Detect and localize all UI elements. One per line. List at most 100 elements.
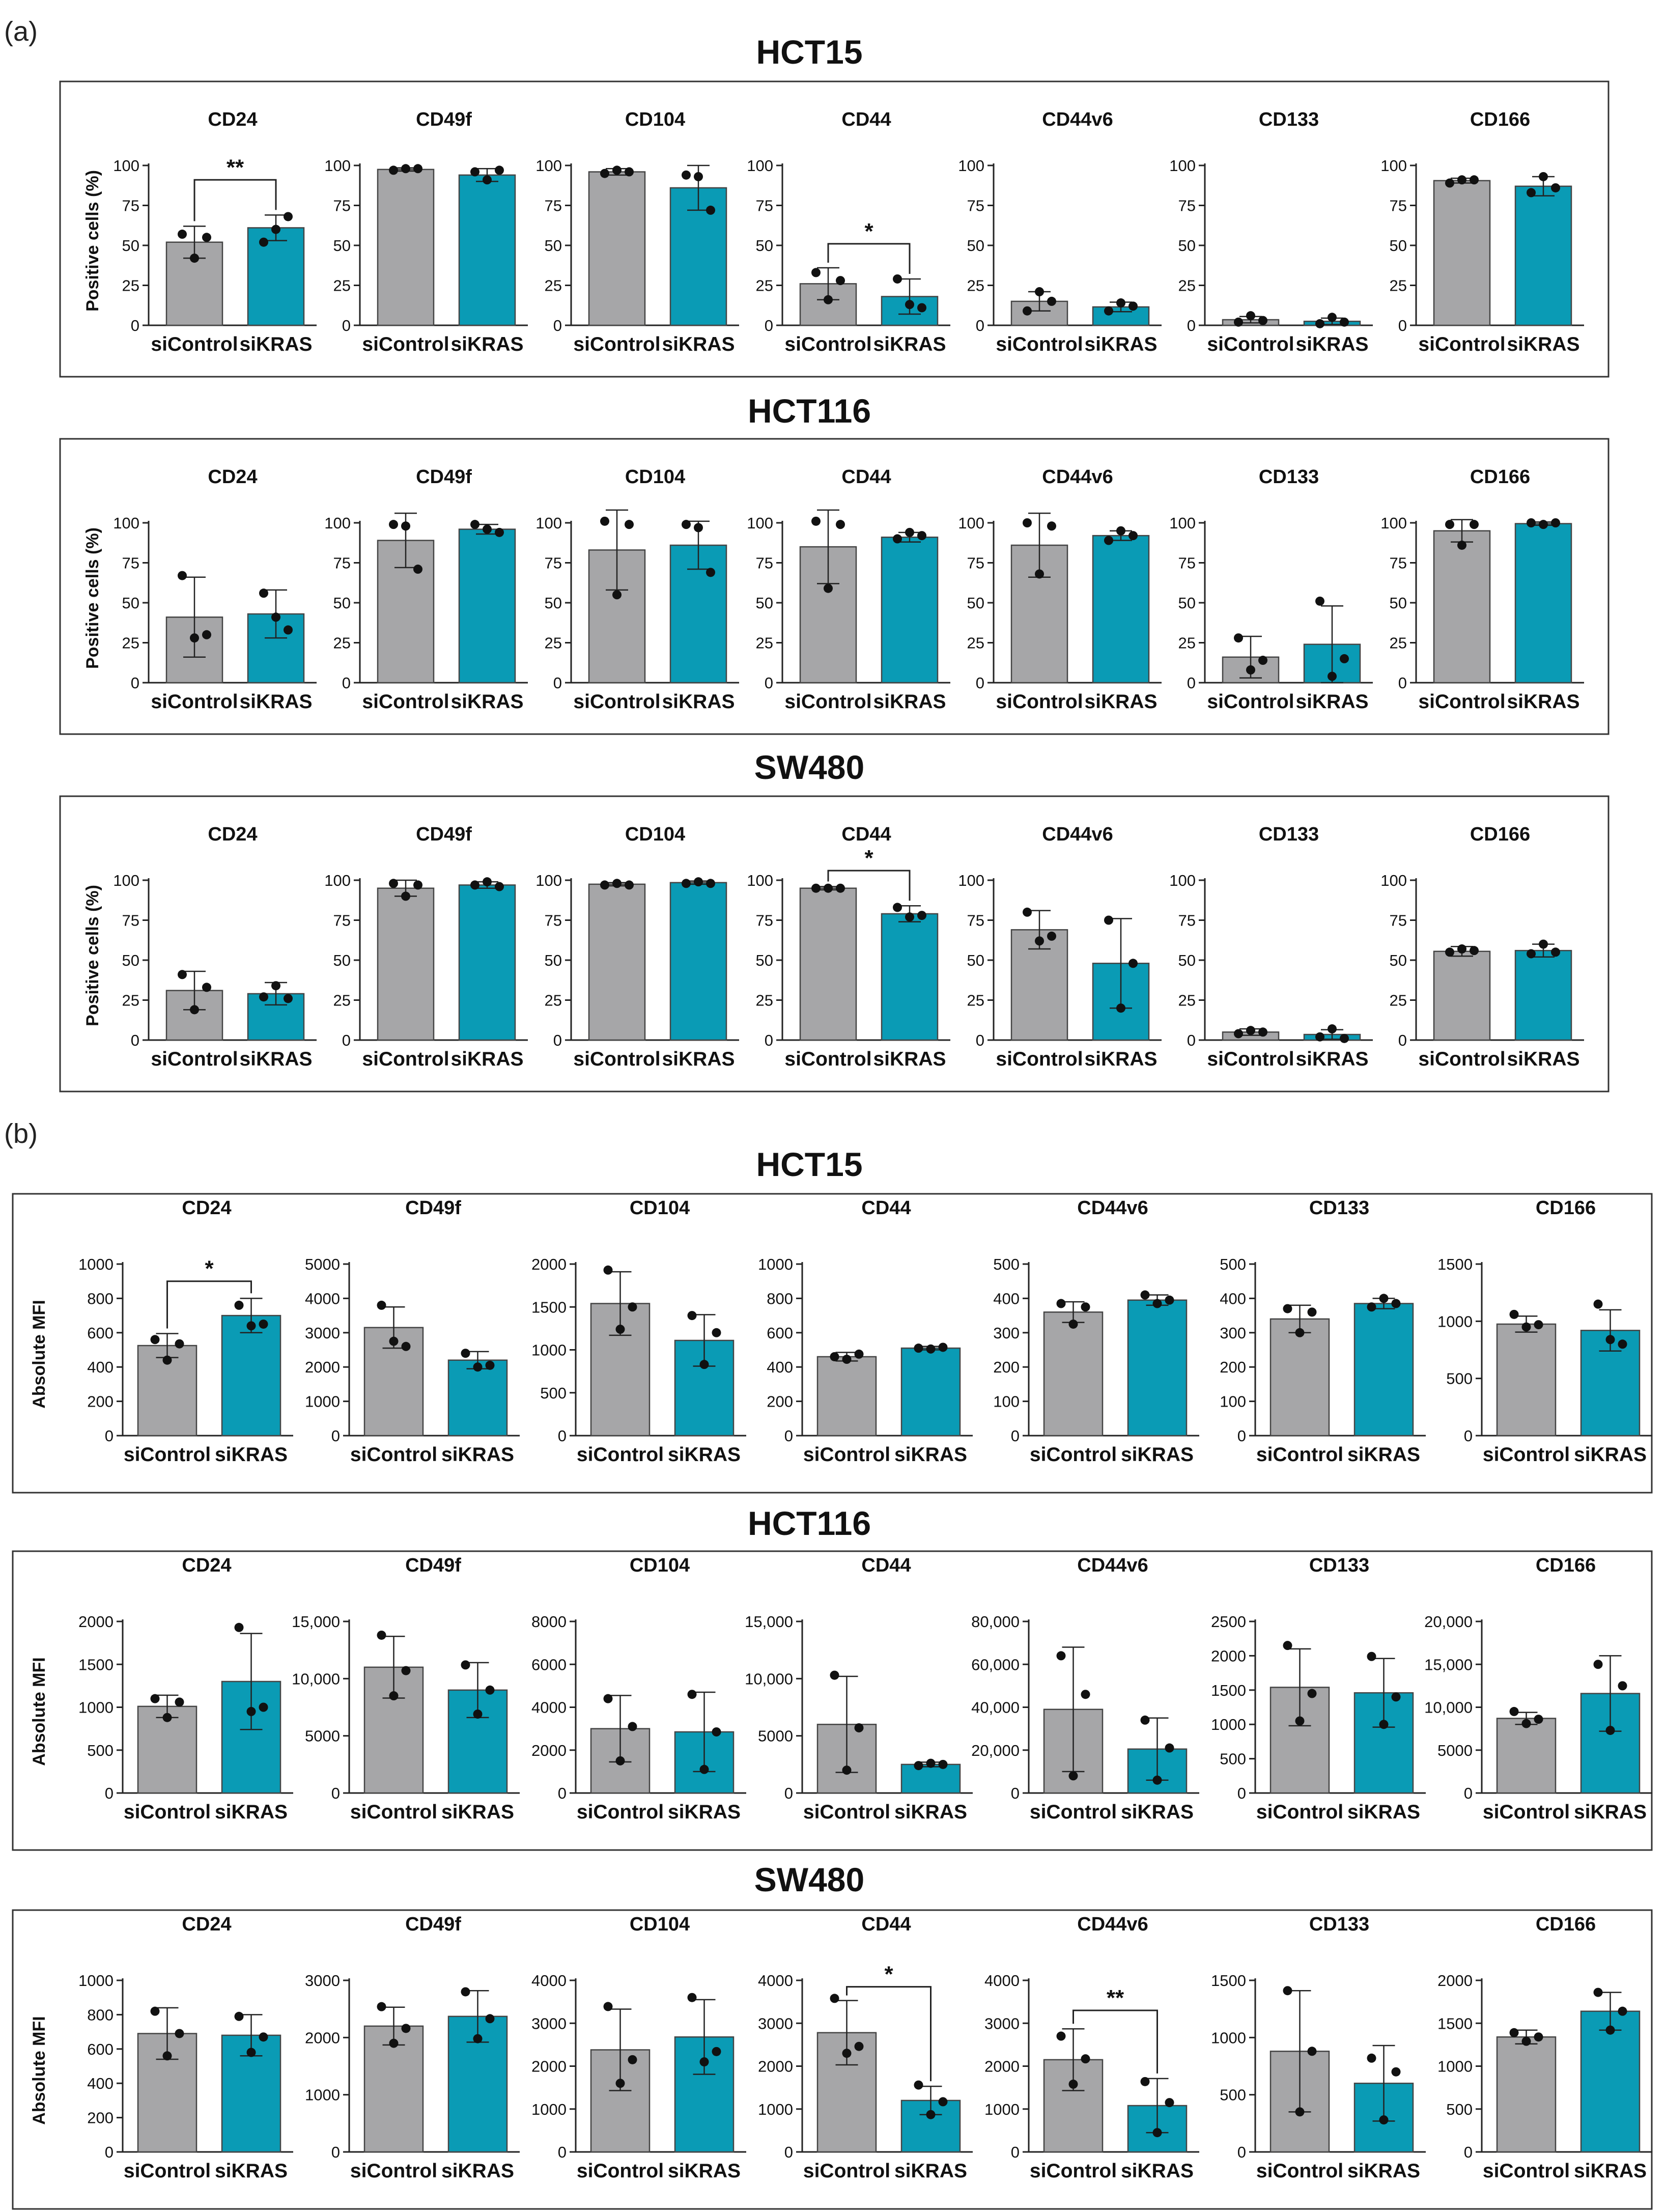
subchart-title: CD44 — [861, 1914, 911, 1935]
data-point-sicontrol — [162, 2051, 172, 2061]
y-tick-label: 50 — [756, 594, 773, 612]
y-tick-label: 500 — [1220, 2086, 1246, 2104]
x-tick-label-sikras: siKRAS — [215, 1444, 288, 1466]
y-tick-label: 25 — [756, 277, 773, 295]
data-point-sikras — [1328, 313, 1337, 322]
y-tick-label: 25 — [967, 992, 984, 1010]
data-point-sicontrol — [1246, 665, 1255, 675]
data-point-sicontrol — [1035, 569, 1044, 579]
y-tick-label: 1500 — [1211, 1682, 1246, 1699]
significance-label: * — [205, 1256, 214, 1281]
x-tick-label-sikras: siKRAS — [215, 1801, 288, 1823]
subchart-a-hct116-cd166: CD166 0 25 50 75 100 siControl siKRAS — [1380, 466, 1584, 713]
y-tick-label: 400 — [1220, 1290, 1246, 1307]
data-point-sikras — [259, 589, 268, 598]
data-point-sikras — [1104, 306, 1113, 316]
significance-bracket — [846, 1986, 932, 2082]
y-tick-label: 200 — [1220, 1358, 1246, 1376]
subchart-b-hct116-cd104: CD104 0 2000 4000 6000 8000 siControl siKRAS — [531, 1555, 746, 1823]
y-tick-label: 100 — [1169, 872, 1196, 889]
y-tick-label: 75 — [967, 912, 984, 930]
data-point-sikras — [1527, 188, 1536, 198]
data-point-sikras — [1315, 596, 1324, 606]
significance-label: ** — [227, 155, 244, 180]
subchart-title: CD44v6 — [1077, 1555, 1148, 1576]
significance-label: ** — [1107, 1985, 1124, 2010]
data-point-sikras — [1367, 1302, 1376, 1312]
subchart-title: CD133 — [1259, 466, 1319, 488]
x-tick-label-sicontrol: siControl — [577, 1801, 664, 1823]
y-tick-label: 20,000 — [971, 1742, 1020, 1759]
y-tick-label: 50 — [1390, 594, 1407, 612]
row-frame-a-hct116 — [59, 438, 1610, 735]
subchart-title: CD49f — [416, 109, 472, 130]
x-tick-label-sicontrol: siControl — [1256, 2160, 1343, 2182]
y-tick-label: 5000 — [305, 1727, 340, 1745]
subchart-b-hct116-cd24: CD24 0 500 1000 1500 2000 siControl siKRAS — [78, 1555, 293, 1823]
data-point-sicontrol — [1234, 633, 1243, 643]
bar-sikras — [447, 1359, 508, 1437]
subchart-b-hct116-cd133: CD133 0 500 1000 1500 2000 2500 siControl siKRAS — [1211, 1555, 1426, 1823]
y-tick-label: 0 — [765, 674, 773, 692]
row-frame-b-sw480 — [12, 1909, 1653, 2210]
data-point-sikras — [483, 524, 492, 534]
y-tick-label: 75 — [1178, 554, 1196, 572]
data-point-sikras — [926, 2110, 936, 2119]
y-tick-label: 4000 — [531, 1699, 567, 1717]
subchart-b-sw480-cd166: CD166 0 500 1000 1500 2000 siControl siKRAS — [1437, 1914, 1652, 2182]
bar-sicontrol — [1433, 530, 1491, 684]
y-tick-label: 200 — [993, 1358, 1020, 1376]
x-tick-label-sicontrol: siControl — [784, 691, 871, 713]
y-tick-label: 1000 — [305, 1393, 340, 1411]
x-tick-label-sikras: siKRAS — [662, 1048, 735, 1070]
significance-bracket — [193, 179, 277, 221]
data-point-sikras — [1551, 947, 1560, 957]
subchart-title: CD133 — [1309, 1914, 1369, 1935]
data-point-sicontrol — [413, 164, 422, 174]
x-tick-label-sikras: siKRAS — [1347, 2160, 1420, 2182]
row-title-a-sw480: SW480 — [754, 748, 864, 786]
data-point-sikras — [1367, 1651, 1376, 1661]
y-tick-label: 100 — [535, 514, 562, 532]
data-point-sicontrol — [1056, 1651, 1066, 1661]
y-tick-label: 25 — [1178, 277, 1196, 295]
y-tick-label: 25 — [1178, 992, 1196, 1010]
y-tick-label: 2000 — [1437, 1972, 1473, 1990]
data-point-sikras — [1104, 915, 1113, 925]
data-point-sicontrol — [600, 880, 609, 890]
y-tick-label: 100 — [1220, 1393, 1246, 1411]
y-tick-label: 25 — [756, 634, 773, 652]
data-point-sicontrol — [615, 1756, 625, 1766]
y-tick-label: 100 — [113, 872, 139, 889]
subchart-title: CD44v6 — [1077, 1197, 1148, 1219]
data-point-sicontrol — [178, 230, 187, 239]
data-point-sicontrol — [162, 1713, 172, 1722]
data-point-sicontrol — [1307, 1307, 1317, 1317]
data-point-sikras — [234, 1622, 244, 1632]
data-point-sicontrol — [1056, 1299, 1066, 1308]
data-point-sikras — [1391, 1299, 1401, 1308]
data-point-sicontrol — [175, 2029, 184, 2038]
y-tick-label: 75 — [545, 912, 562, 930]
y-tick-label: 75 — [967, 554, 984, 572]
subchart-b-hct116-cd44: CD44 0 5000 10,000 15,000 siControl siKRAS — [745, 1555, 973, 1823]
data-point-sikras — [473, 2034, 483, 2043]
data-point-sicontrol — [401, 2024, 411, 2033]
y-tick-label: 1000 — [1437, 1312, 1473, 1330]
x-tick-label-sikras: siKRAS — [1121, 2160, 1194, 2182]
data-point-sicontrol — [1068, 2079, 1078, 2089]
data-point-sikras — [694, 172, 703, 181]
data-point-sikras — [1551, 518, 1560, 527]
y-tick-label: 2500 — [1211, 1613, 1246, 1631]
y-tick-label: 50 — [333, 951, 351, 969]
data-point-sicontrol — [1081, 2054, 1090, 2064]
y-tick-label: 3000 — [305, 1972, 340, 1990]
y-tick-label: 5000 — [758, 1727, 793, 1745]
data-point-sikras — [905, 912, 914, 922]
y-tick-label: 0 — [1011, 1427, 1020, 1445]
data-point-sicontrol — [389, 1691, 399, 1701]
y-tick-label: 5000 — [1437, 1742, 1473, 1759]
data-point-sikras — [259, 237, 268, 247]
y-tick-label: 3000 — [984, 2014, 1020, 2032]
